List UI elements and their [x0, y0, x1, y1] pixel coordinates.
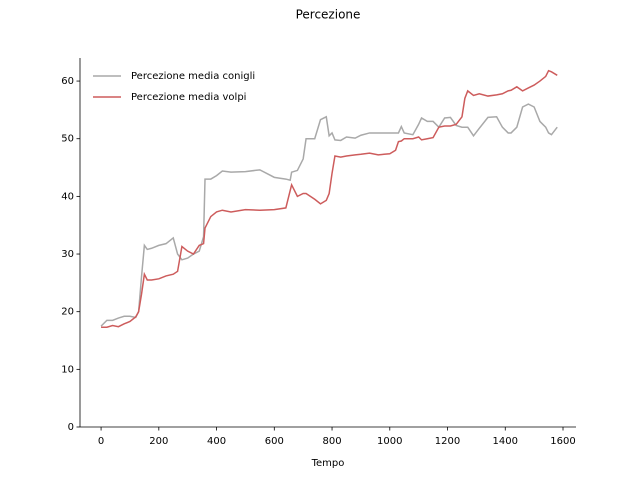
- y-tick-label: 10: [61, 364, 74, 375]
- y-tick-label: 50: [61, 134, 74, 145]
- x-axis-label: Tempo: [311, 458, 345, 469]
- x-tick-label: 400: [207, 436, 226, 447]
- y-tick-label: 60: [61, 76, 74, 87]
- y-tick-label: 0: [68, 422, 74, 433]
- y-tick-label: 40: [61, 191, 74, 202]
- line: [100, 103, 558, 327]
- x-tick-label: 1600: [550, 436, 575, 447]
- x-tick-label: 600: [265, 436, 284, 447]
- x-tick-label: 200: [149, 436, 168, 447]
- y-tick-label: 30: [61, 249, 74, 260]
- legend-label: Percezione media volpi: [131, 92, 246, 103]
- x-tick-label: 0: [98, 436, 104, 447]
- y-tick-label: 20: [61, 307, 74, 318]
- x-tick-label: 800: [322, 436, 341, 447]
- x-tick-label: 1000: [377, 436, 402, 447]
- x-tick-label: 1200: [435, 436, 460, 447]
- legend-label: Percezione media conigli: [131, 71, 255, 82]
- chart-title: Percezione: [296, 8, 361, 22]
- line: [101, 69, 558, 328]
- x-tick-label: 1400: [493, 436, 518, 447]
